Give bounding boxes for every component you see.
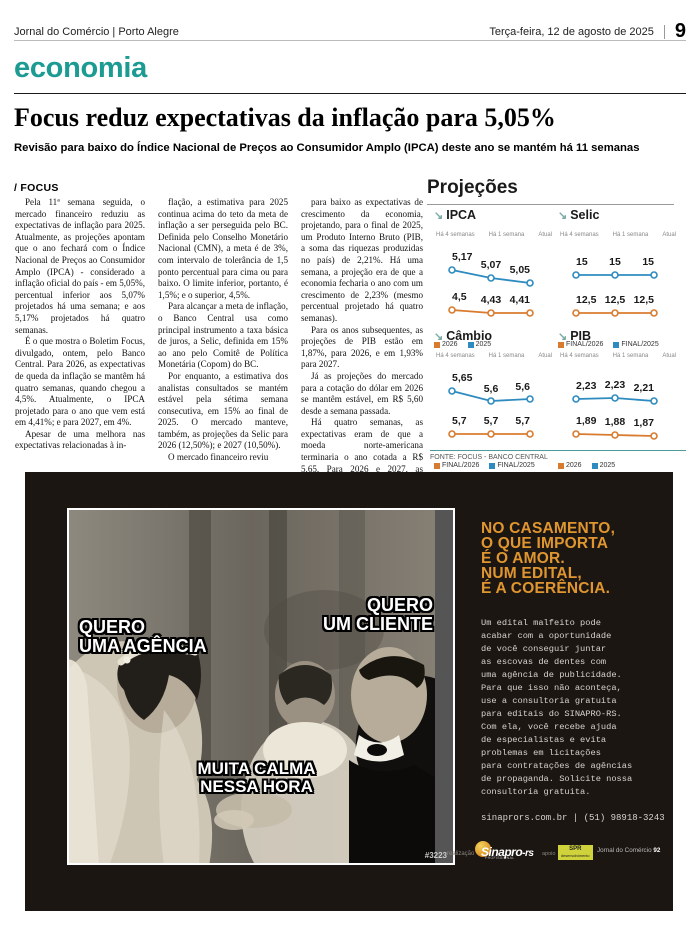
svg-text:5,7: 5,7 [484, 415, 499, 427]
svg-text:1,87: 1,87 [634, 417, 655, 429]
svg-text:12,5: 12,5 [605, 294, 626, 306]
svg-text:5,7: 5,7 [515, 415, 530, 427]
svg-text:4,5: 4,5 [452, 291, 467, 303]
svg-text:1,89: 1,89 [576, 415, 597, 427]
svg-text:5,6: 5,6 [515, 381, 530, 393]
svg-text:5,6: 5,6 [484, 383, 499, 395]
svg-text:2,21: 2,21 [634, 382, 655, 394]
svg-text:5,7: 5,7 [452, 415, 467, 427]
svg-text:12,5: 12,5 [576, 294, 597, 306]
svg-text:5,07: 5,07 [481, 259, 502, 271]
svg-text:2,23: 2,23 [605, 379, 626, 391]
svg-text:5,17: 5,17 [452, 251, 473, 263]
svg-text:4,43: 4,43 [481, 294, 502, 306]
svg-text:1,88: 1,88 [605, 416, 626, 428]
svg-text:12,5: 12,5 [634, 294, 655, 306]
svg-text:15: 15 [576, 256, 588, 268]
svg-text:5,05: 5,05 [510, 264, 531, 276]
svg-text:5,65: 5,65 [452, 372, 473, 384]
svg-text:4,41: 4,41 [510, 294, 531, 306]
svg-text:2,23: 2,23 [576, 380, 597, 392]
svg-text:15: 15 [642, 256, 654, 268]
svg-text:15: 15 [609, 256, 621, 268]
